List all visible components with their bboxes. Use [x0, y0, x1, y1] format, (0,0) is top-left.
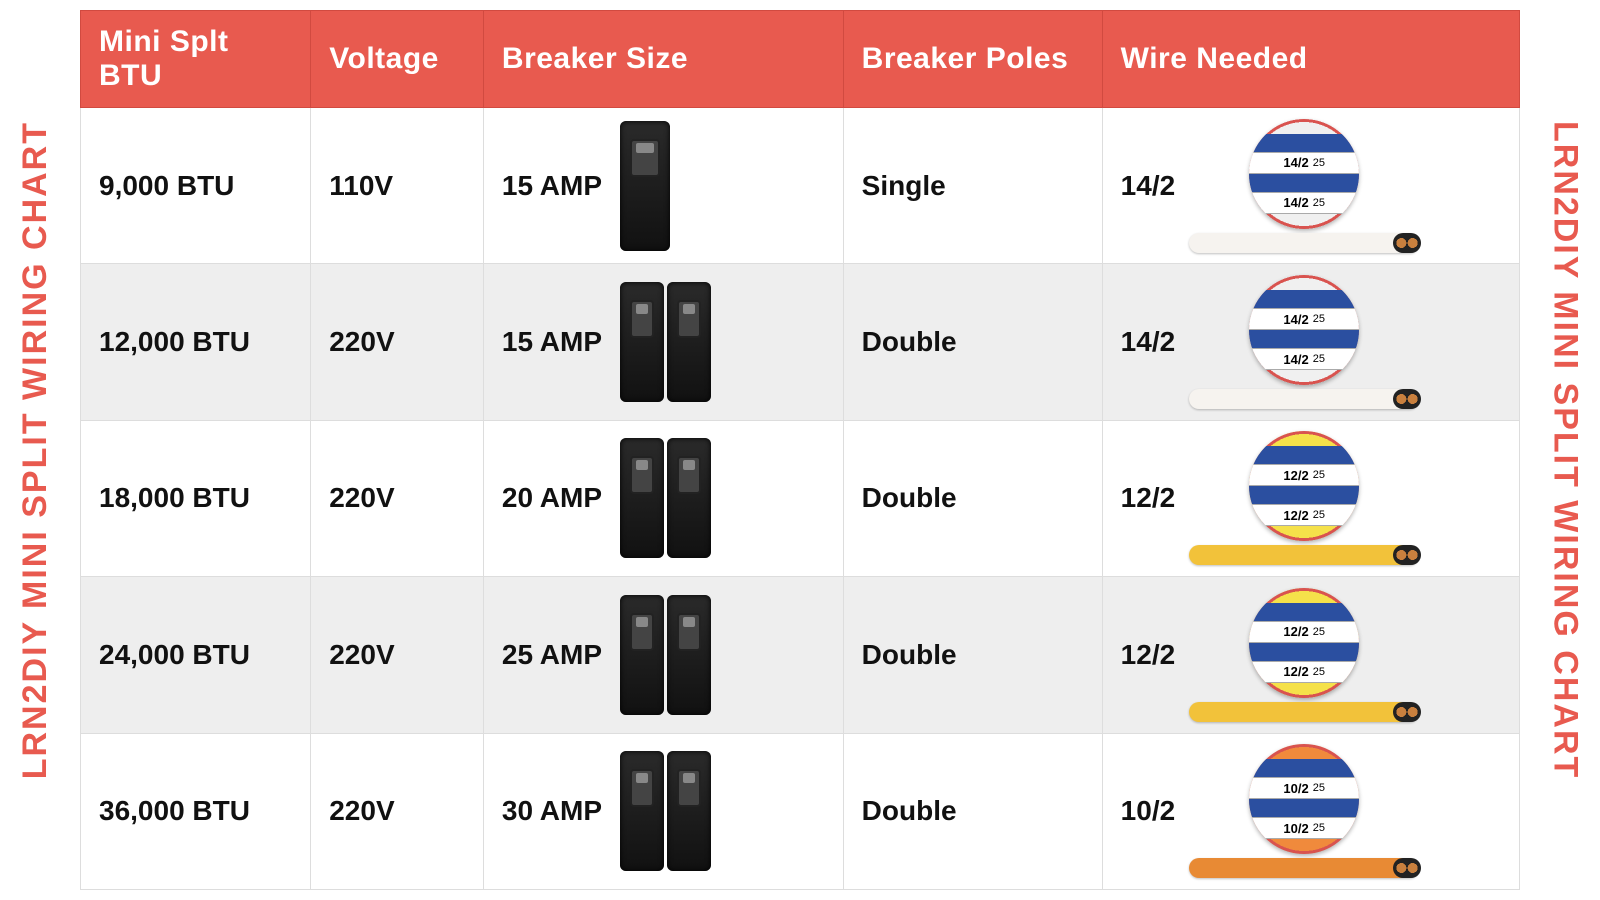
cell-voltage: 220V: [311, 733, 484, 889]
cell-poles: Double: [843, 577, 1102, 733]
breaker-icon: [620, 282, 711, 402]
cell-voltage: 220V: [311, 420, 484, 576]
wiring-table-container: Mini Splt BTU Voltage Breaker Size Break…: [70, 0, 1530, 900]
cell-wire: 12/2 12/22512/225: [1102, 420, 1519, 576]
cell-poles: Double: [843, 733, 1102, 889]
wiring-table: Mini Splt BTU Voltage Breaker Size Break…: [80, 10, 1520, 890]
cell-breaker: 15 AMP: [483, 264, 843, 420]
col-header-voltage: Voltage: [311, 11, 484, 108]
breaker-icon: [620, 121, 670, 251]
cell-btu: 12,000 BTU: [81, 264, 311, 420]
table-header-row: Mini Splt BTU Voltage Breaker Size Break…: [81, 11, 1520, 108]
wire-spool-icon: 12/22512/225: [1189, 431, 1419, 565]
breaker-size-text: 30 AMP: [502, 795, 602, 827]
cell-voltage: 220V: [311, 577, 484, 733]
wire-cable-icon: [1189, 545, 1419, 565]
wire-cable-icon: [1189, 702, 1419, 722]
cell-poles: Double: [843, 264, 1102, 420]
col-header-wire: Wire Needed: [1102, 11, 1519, 108]
breaker-icon: [620, 595, 711, 715]
side-label-left: LRN2DIY MINI SPLIT WIRING CHART: [0, 0, 70, 900]
side-label-text: LRN2DIY MINI SPLIT WIRING CHART: [16, 121, 55, 779]
breaker-size-text: 25 AMP: [502, 639, 602, 671]
table-row: 12,000 BTU220V 15 AMP Double 14/2 14/22514/2…: [81, 264, 1520, 420]
breaker-size-text: 15 AMP: [502, 170, 602, 202]
cell-wire: 10/2 10/22510/225: [1102, 733, 1519, 889]
table-row: 24,000 BTU220V 25 AMP Double 12/2 12/22512/2…: [81, 577, 1520, 733]
col-header-btu: Mini Splt BTU: [81, 11, 311, 108]
wire-size-text: 14/2: [1121, 326, 1176, 358]
wire-cable-icon: [1189, 233, 1419, 253]
cell-breaker: 20 AMP: [483, 420, 843, 576]
cell-wire: 12/2 12/22512/225: [1102, 577, 1519, 733]
wire-spool-icon: 14/22514/225: [1189, 119, 1419, 253]
cell-breaker: 25 AMP: [483, 577, 843, 733]
cell-btu: 36,000 BTU: [81, 733, 311, 889]
wire-spool-icon: 12/22512/225: [1189, 588, 1419, 722]
table-row: 36,000 BTU220V 30 AMP Double 10/2 10/22510/2…: [81, 733, 1520, 889]
wire-spool-icon: 14/22514/225: [1189, 275, 1419, 409]
breaker-size-text: 20 AMP: [502, 482, 602, 514]
side-label-right: LRN2DIY MINI SPLIT WIRING CHART: [1530, 0, 1600, 900]
cell-breaker: 15 AMP: [483, 108, 843, 264]
table-row: 9,000 BTU110V 15 AMP Single 14/2 14/22514/22…: [81, 108, 1520, 264]
cell-wire: 14/2 14/22514/225: [1102, 108, 1519, 264]
wire-cable-icon: [1189, 389, 1419, 409]
breaker-size-text: 15 AMP: [502, 326, 602, 358]
breaker-icon: [620, 438, 711, 558]
wire-size-text: 14/2: [1121, 170, 1176, 202]
cell-btu: 18,000 BTU: [81, 420, 311, 576]
cell-breaker: 30 AMP: [483, 733, 843, 889]
table-row: 18,000 BTU220V 20 AMP Double 12/2 12/22512/2…: [81, 420, 1520, 576]
wire-spool-icon: 10/22510/225: [1189, 744, 1419, 878]
col-header-poles: Breaker Poles: [843, 11, 1102, 108]
breaker-icon: [620, 751, 711, 871]
cell-wire: 14/2 14/22514/225: [1102, 264, 1519, 420]
cell-poles: Single: [843, 108, 1102, 264]
wire-cable-icon: [1189, 858, 1419, 878]
col-header-breaker: Breaker Size: [483, 11, 843, 108]
wire-size-text: 10/2: [1121, 795, 1176, 827]
cell-btu: 24,000 BTU: [81, 577, 311, 733]
wire-size-text: 12/2: [1121, 639, 1176, 671]
cell-poles: Double: [843, 420, 1102, 576]
side-label-text: LRN2DIY MINI SPLIT WIRING CHART: [1546, 121, 1585, 779]
cell-voltage: 110V: [311, 108, 484, 264]
cell-btu: 9,000 BTU: [81, 108, 311, 264]
cell-voltage: 220V: [311, 264, 484, 420]
wire-size-text: 12/2: [1121, 482, 1176, 514]
